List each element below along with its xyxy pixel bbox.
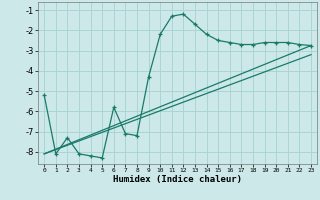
X-axis label: Humidex (Indice chaleur): Humidex (Indice chaleur) (113, 175, 242, 184)
